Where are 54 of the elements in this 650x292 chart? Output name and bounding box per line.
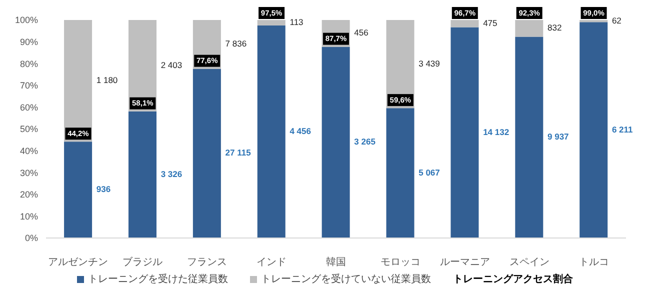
x-tick-label: ルーマニア <box>440 257 490 268</box>
y-tick-label: 40% <box>20 146 38 156</box>
bar <box>515 36 544 238</box>
bar <box>64 142 92 238</box>
y-tick-label: 90% <box>20 36 38 47</box>
annotation: 4 456 <box>290 126 312 136</box>
legend-title: トレーニングアクセス割合 <box>453 272 573 286</box>
annotation: 6 211 <box>612 124 634 134</box>
annotation: 3 439 <box>418 58 440 68</box>
y-tick-label: 0% <box>24 233 38 244</box>
bar <box>128 20 156 112</box>
annotation: 14 132 <box>483 126 510 137</box>
y-tick-label: 80% <box>20 58 38 69</box>
annotation: 5 067 <box>418 167 440 178</box>
bar <box>192 68 221 238</box>
legend-label: トレーニングを受けた従業員数 <box>87 272 228 286</box>
y-tick-label: 50% <box>20 124 38 134</box>
x-tick-label: ブラジル <box>122 256 163 268</box>
bar <box>257 25 286 238</box>
annotation: 456 <box>354 28 369 38</box>
annotation: 475 <box>483 18 498 28</box>
annotation: 832 <box>548 22 562 33</box>
bar <box>64 20 92 142</box>
y-tick-label: 70% <box>20 80 38 91</box>
y-tick-label: 20% <box>20 190 38 200</box>
x-tick-label: トルコ <box>578 257 609 268</box>
y-tick-label: 100% <box>14 15 38 26</box>
bar <box>450 27 479 238</box>
x-tick-label: フランス <box>187 257 228 268</box>
bar <box>322 46 350 238</box>
bar <box>580 22 608 238</box>
legend-label: トレーニングを受けていない従業員数 <box>260 272 431 286</box>
annotation: 2 403 <box>160 60 182 70</box>
x-tick-label: スペイン <box>509 257 550 268</box>
annotation: 3 326 <box>160 168 182 179</box>
y-tick-label: 60% <box>20 102 38 112</box>
annotation: 1 180 <box>96 75 118 86</box>
bar <box>257 20 286 26</box>
x-tick-label: モロッコ <box>380 257 420 268</box>
x-tick-label: アルゼンチン <box>48 257 108 268</box>
y-tick-label: 10% <box>20 211 38 222</box>
bar <box>128 111 156 238</box>
bar <box>386 20 414 108</box>
annotation: 9 937 <box>548 132 570 142</box>
annotation: 62 <box>612 15 622 26</box>
x-tick-label: 韓国 <box>326 256 346 268</box>
annotation: 113 <box>290 16 304 27</box>
annotation: 3 265 <box>354 136 376 147</box>
annotation: 936 <box>96 184 111 194</box>
y-tick-label: 30% <box>20 168 38 178</box>
annotation: 27 115 <box>225 148 252 158</box>
x-tick-label: インド <box>256 257 287 268</box>
bar <box>386 108 414 238</box>
annotation: 7 836 <box>225 38 247 49</box>
